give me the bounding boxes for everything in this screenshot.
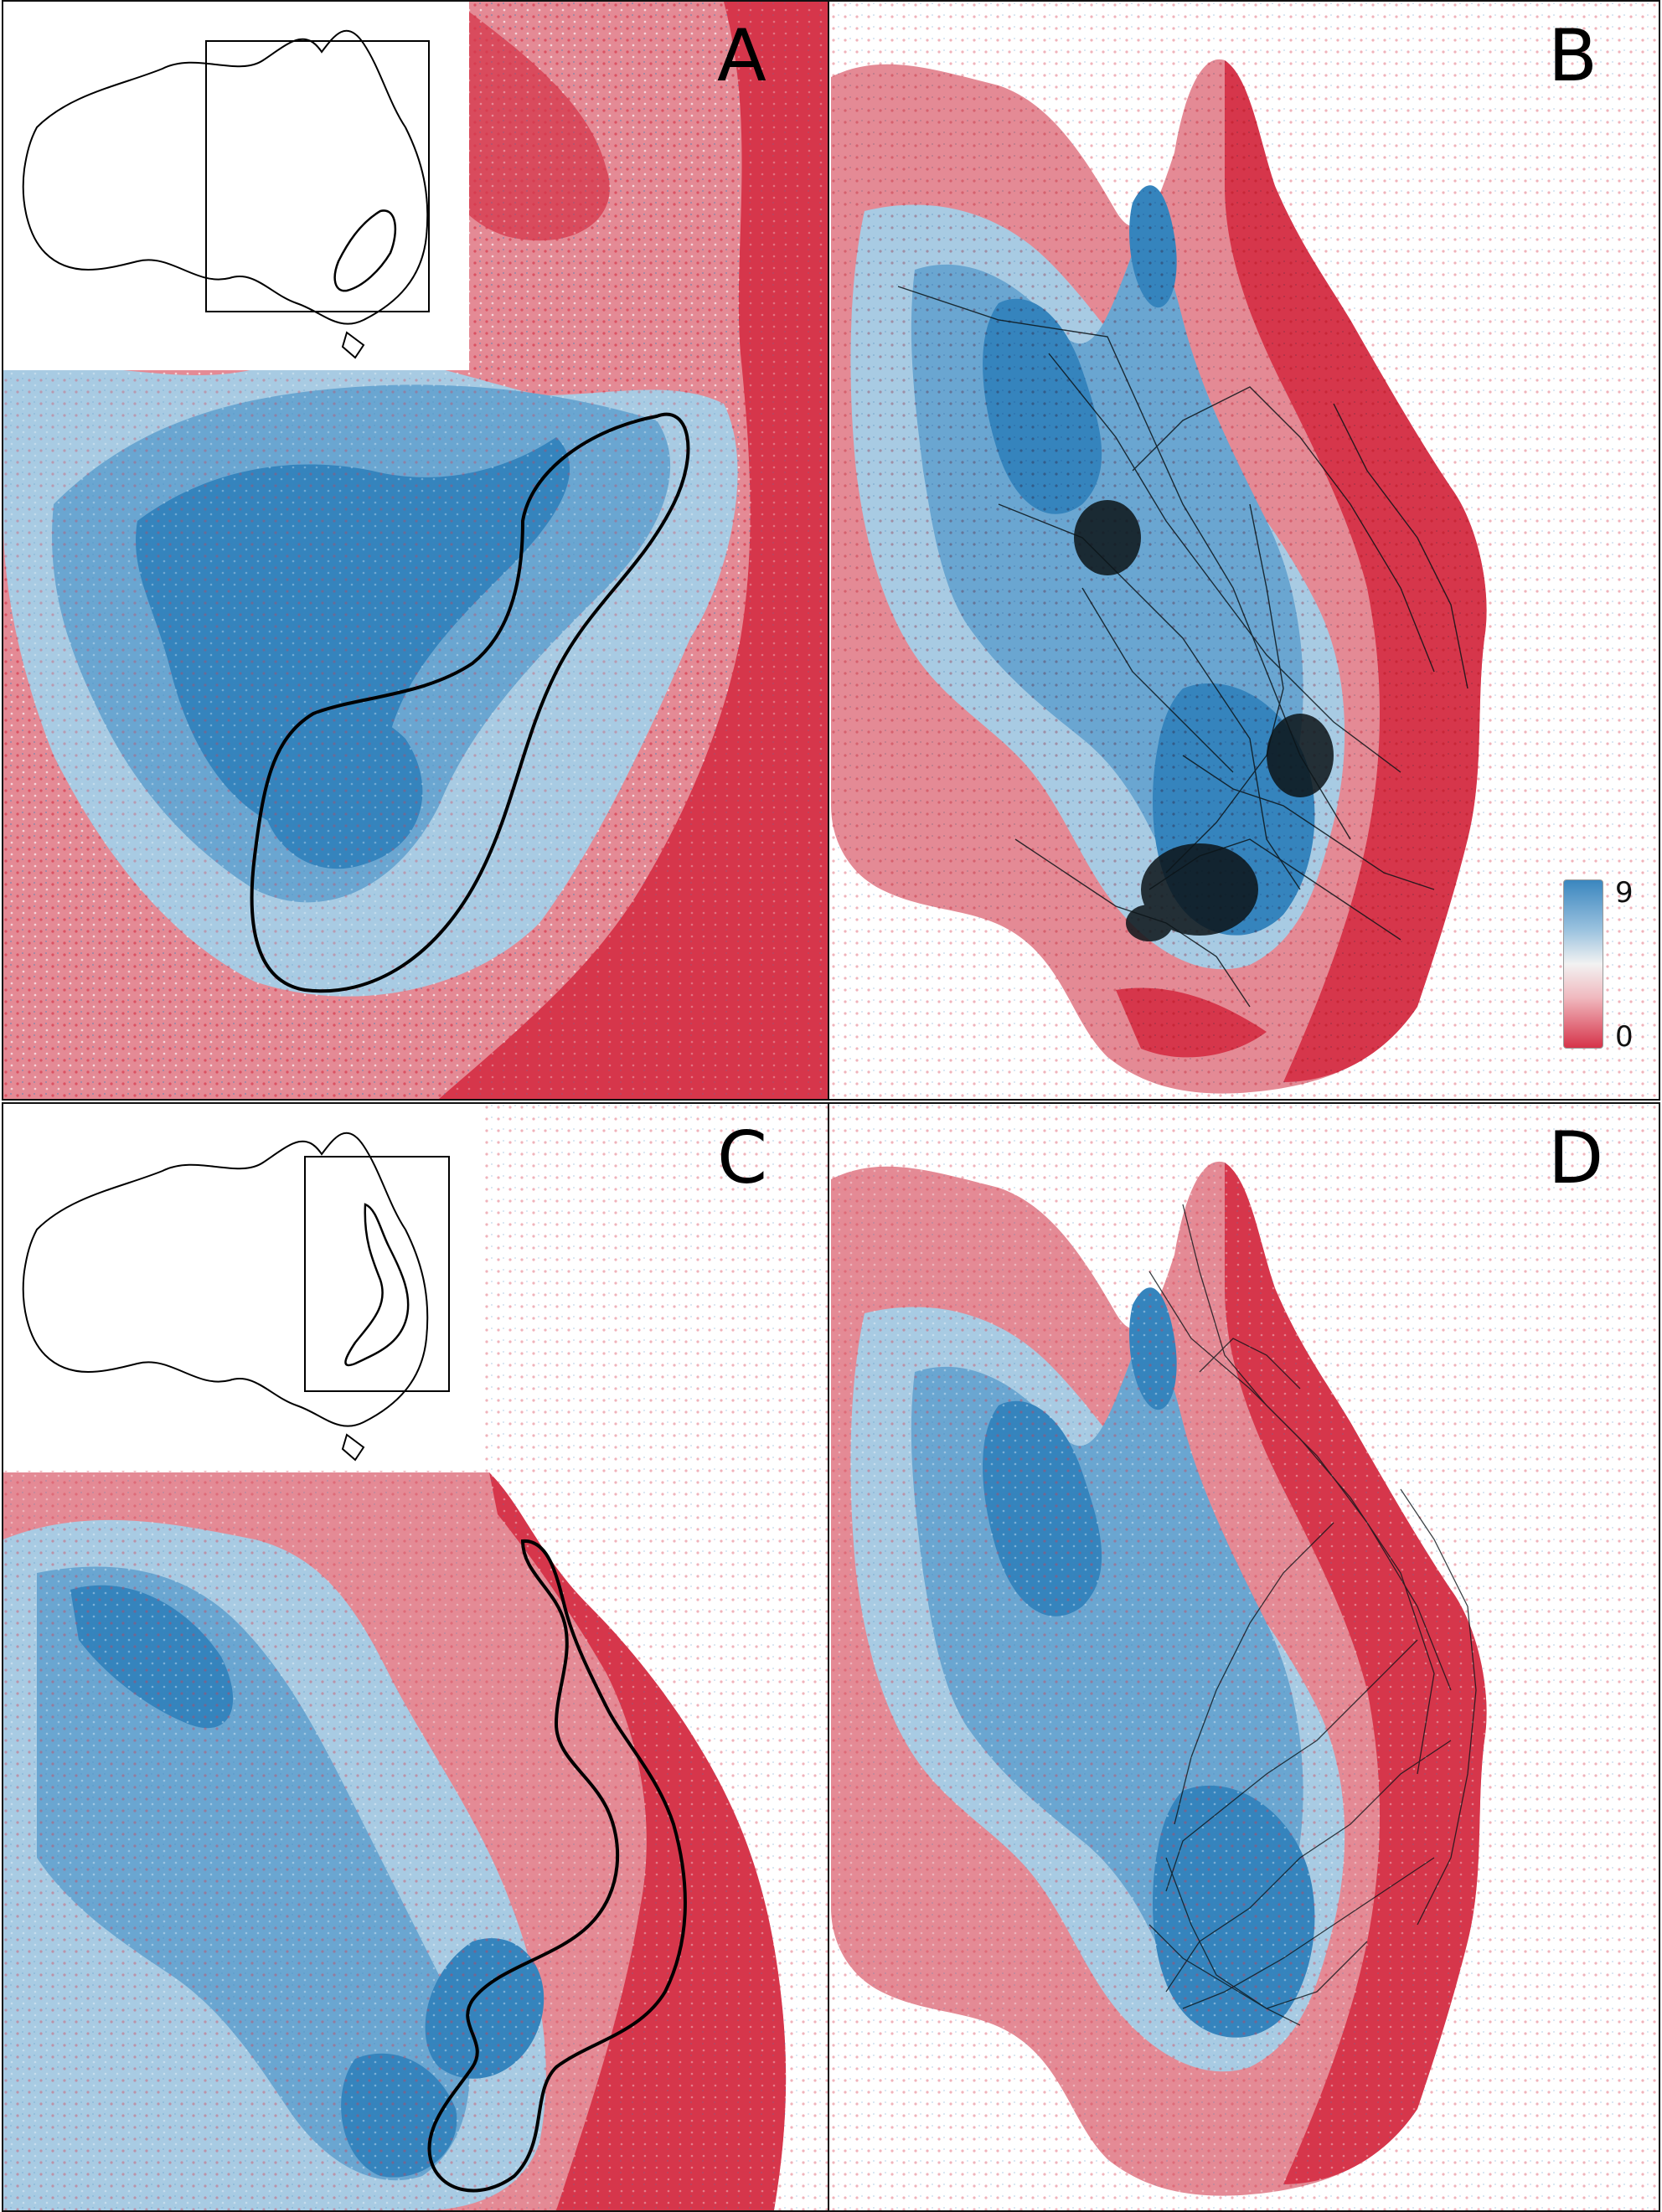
color-legend: 9 0 [1563,876,1655,1064]
map-c [3,1104,828,2210]
panel-b: B 9 0 [831,2,1660,1099]
track-clusters-b [1074,500,1334,941]
tracks-d [1148,1204,1477,2026]
panel-label-b: B [1548,14,1597,98]
map-d [831,1104,1660,2210]
panel-c: C [3,1104,828,2210]
inset-australia-outline [22,29,429,325]
legend-color-bar [1563,879,1603,1049]
legend-max-label: 9 [1615,876,1634,910]
inset-extent-box [205,40,430,312]
panel-a: A [3,2,828,1099]
panel-d: D [831,1104,1660,2210]
inset-range-outline [333,209,397,292]
panel-label-c: C [717,1116,768,1200]
inset-extent-box-c [304,1156,450,1392]
tracks-b [897,286,1468,1008]
map-a [3,2,828,1099]
inset-range-outline-c [344,1203,410,1367]
inset-australia-outline-c [22,1132,429,1427]
map-b [831,2,1660,1099]
panel-label-a: A [717,14,766,98]
panel-label-d: D [1548,1116,1604,1200]
legend-min-label: 0 [1615,1020,1634,1054]
